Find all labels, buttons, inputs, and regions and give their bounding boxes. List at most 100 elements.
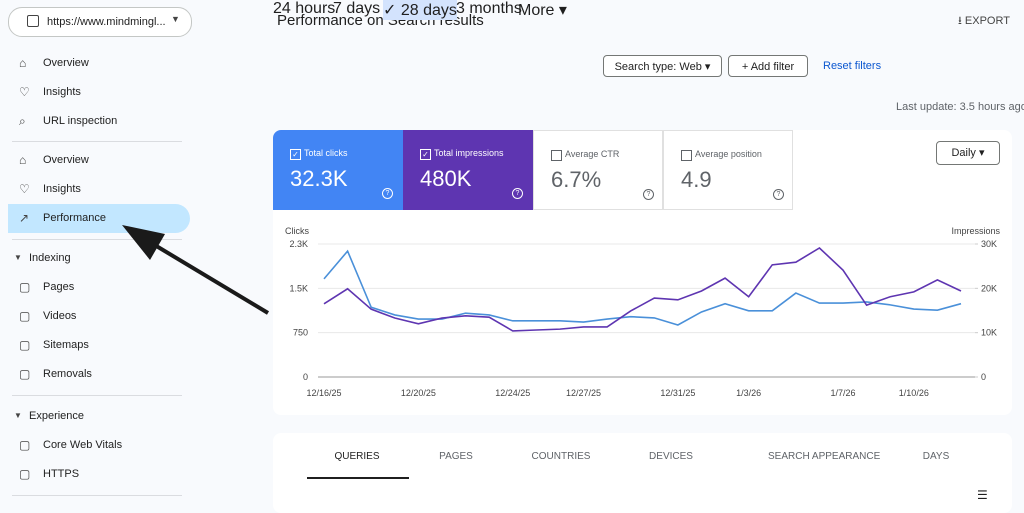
tab[interactable]: DAYS xyxy=(922,451,950,462)
nav-icon: ↗ xyxy=(19,211,30,225)
reset-filters[interactable]: Reset filters xyxy=(823,60,882,72)
nav-icon: ⌕ xyxy=(19,114,26,128)
checkbox: ✓ xyxy=(290,149,301,160)
range-label: 7 days xyxy=(333,0,381,17)
export-label: EXPORT xyxy=(964,15,1010,27)
date-range-button[interactable]: ✓ 28 days xyxy=(383,0,457,20)
range-label: 24 hours xyxy=(273,0,336,17)
nav-item[interactable]: URL inspection xyxy=(43,115,118,127)
last-update: Last update: 3.5 hours ago xyxy=(896,101,1024,113)
granularity-label: Daily xyxy=(951,147,976,159)
x-tick-label: 1/10/26 xyxy=(899,388,929,398)
filter-label: Search type: Web xyxy=(614,61,702,73)
checkbox: ✓ xyxy=(420,149,431,160)
metric-value: 6.7% xyxy=(551,167,602,192)
add-filter[interactable]: + Add filter xyxy=(728,55,808,77)
tab[interactable]: SEARCH APPEARANCE xyxy=(768,451,881,462)
nav-item[interactable]: Overview xyxy=(43,57,89,69)
x-tick-label: 12/31/25 xyxy=(660,388,695,398)
tab[interactable]: DEVICES xyxy=(649,451,693,462)
nav-icon: ⌂ xyxy=(19,153,27,167)
help-icon: ? xyxy=(512,188,523,199)
y-tick-label: 750 xyxy=(293,328,308,338)
metric-value: 32.3K xyxy=(290,166,348,191)
nav-item[interactable]: HTTPS xyxy=(43,468,80,480)
tab[interactable]: COUNTRIES xyxy=(531,451,591,462)
x-tick-label: 1/7/26 xyxy=(831,388,856,398)
checkbox xyxy=(681,150,692,161)
nav-icon: ▢ xyxy=(19,438,31,452)
section-title: Experience xyxy=(29,410,85,422)
tab[interactable]: PAGES xyxy=(439,451,473,462)
nav-item[interactable]: Removals xyxy=(43,368,92,380)
nav-item[interactable]: Insights xyxy=(43,86,81,98)
help-icon: ? xyxy=(643,189,654,200)
search-type-filter[interactable]: Search type: Web ▾ xyxy=(603,55,722,77)
metric-value: 4.9 xyxy=(681,167,712,192)
nav-item[interactable]: Overview xyxy=(43,154,89,166)
date-range-button[interactable]: More ▾ xyxy=(518,2,567,19)
y-axis-label: Clicks xyxy=(285,226,309,236)
metric-card[interactable]: Average position 4.9? xyxy=(663,130,793,210)
url-text: https://www.mindmingl... xyxy=(47,16,166,28)
site-icon xyxy=(27,15,39,27)
range-label: 28 days xyxy=(400,2,457,19)
nav-icon: ▢ xyxy=(19,467,31,481)
filter-icon[interactable]: ☰ xyxy=(977,488,988,502)
url-selector[interactable]: https://www.mindmingl... ▼ xyxy=(8,7,192,37)
arrow xyxy=(122,225,270,315)
divider xyxy=(12,495,182,496)
series-line xyxy=(323,246,962,332)
nav-icon: ▢ xyxy=(19,338,31,352)
dropdown-caret: ▼ xyxy=(171,14,180,24)
export-icon: ⭳ xyxy=(958,15,962,27)
y2-tick-label: 10K xyxy=(981,328,997,338)
metric-card[interactable]: Average CTR 6.7%? xyxy=(533,130,663,210)
section-caret: ▼ xyxy=(14,411,22,420)
add-filter-label: Add filter xyxy=(750,61,795,73)
nav-item[interactable]: Videos xyxy=(43,310,77,322)
nav-item[interactable]: Insights xyxy=(43,183,81,195)
y-tick-label: 0 xyxy=(303,372,308,382)
nav-item[interactable]: Sitemaps xyxy=(43,339,89,351)
tab-underline xyxy=(307,477,409,479)
granularity-select[interactable]: Daily ▾ xyxy=(936,141,1000,165)
page: https://www.mindmingl... ▼ ⌂ Overview ♡ Ins… xyxy=(8,0,1024,502)
metric-value: 480K xyxy=(420,166,472,191)
nav-icon: ♡ xyxy=(19,182,30,196)
y2-axis-label: Impressions xyxy=(951,226,1000,236)
section-caret: ▼ xyxy=(14,253,22,262)
y2-tick-label: 20K xyxy=(981,283,997,293)
help-icon: ? xyxy=(773,189,784,200)
date-range-button[interactable]: 7 days xyxy=(333,0,384,18)
metric-label: Total impressions xyxy=(434,148,504,158)
nav-item[interactable]: Performance xyxy=(43,212,106,224)
range-label: 3 months xyxy=(456,0,522,17)
y2-tick-label: 30K xyxy=(981,239,997,249)
section-title: Indexing xyxy=(29,252,71,264)
x-tick-label: 12/20/25 xyxy=(401,388,436,398)
metric-label: Total clicks xyxy=(304,148,348,158)
y-tick-label: 2.3K xyxy=(289,239,308,249)
tab[interactable]: QUERIES xyxy=(334,451,380,462)
chart-card: ✓ Total clicks 32.3K? ✓ Total impressions 480… xyxy=(273,130,1012,415)
help-icon: ? xyxy=(382,188,393,199)
divider xyxy=(12,141,182,142)
date-range-button[interactable]: 3 months xyxy=(456,0,522,18)
divider xyxy=(12,239,182,240)
metric-card[interactable]: ✓ Total clicks 32.3K? xyxy=(273,130,403,210)
date-range-button[interactable]: 24 hours xyxy=(273,0,336,18)
export-button[interactable]: ⭳ EXPORT xyxy=(958,12,1010,31)
metric-label: Average position xyxy=(695,149,762,159)
nav-icon: ▢ xyxy=(19,367,31,381)
nav-item[interactable]: Pages xyxy=(43,281,75,293)
y-tick-label: 1.5K xyxy=(289,283,308,293)
x-tick-label: 1/3/26 xyxy=(736,388,761,398)
nav-item[interactable]: Core Web Vitals xyxy=(43,439,123,451)
range-label: More xyxy=(518,2,555,19)
nav-highlight xyxy=(8,204,190,233)
nav-icon: ♡ xyxy=(19,85,30,99)
nav-icon: ▢ xyxy=(19,309,31,323)
nav-icon: ⌂ xyxy=(19,56,27,70)
metric-card[interactable]: ✓ Total impressions 480K? xyxy=(403,130,533,210)
